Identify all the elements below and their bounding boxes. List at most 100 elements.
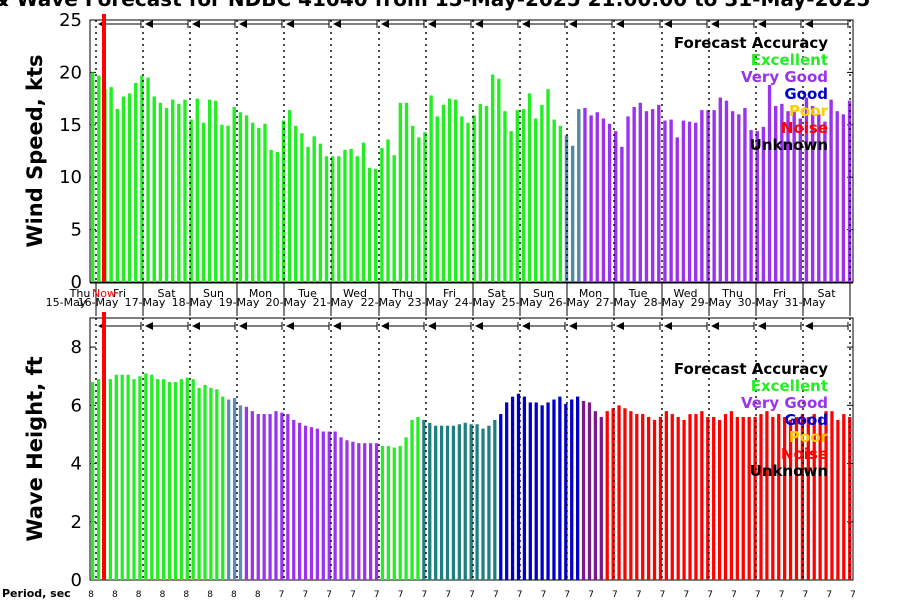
bar <box>422 419 426 580</box>
bar <box>363 443 367 580</box>
bar <box>632 106 636 282</box>
bar <box>262 414 266 580</box>
bar <box>583 108 587 282</box>
bar <box>345 440 349 580</box>
bar <box>503 111 507 283</box>
bar <box>173 382 178 580</box>
period-value: 7 <box>803 590 809 600</box>
date-label: 22-May <box>361 296 402 309</box>
bar <box>410 125 415 283</box>
bar <box>528 402 532 580</box>
bar <box>287 110 292 283</box>
legend-item-excellent: Excellent <box>751 377 828 395</box>
bar <box>830 411 834 580</box>
bar <box>510 396 515 580</box>
bar <box>404 102 409 283</box>
bar <box>469 424 473 580</box>
bar <box>499 414 503 580</box>
forecast-arrowhead <box>569 322 577 330</box>
bar <box>607 123 612 282</box>
period-value: 7 <box>302 590 308 600</box>
bar <box>161 379 166 580</box>
bar <box>687 121 692 282</box>
forecast-arrowhead <box>758 20 766 28</box>
bar <box>577 109 581 282</box>
bar <box>497 78 501 282</box>
date-label: 27-May <box>596 296 637 309</box>
bar <box>570 399 574 580</box>
bar <box>333 431 337 580</box>
forecast-arrowhead <box>664 322 672 330</box>
bar <box>749 130 753 282</box>
bar <box>439 425 444 580</box>
bar <box>657 104 661 282</box>
date-label: 23-May <box>408 296 449 309</box>
bar <box>232 106 236 282</box>
day-of-week-label: Wed <box>343 287 367 300</box>
day-axis: Thu15-MayFri16-MaySat17-MaySun18-MayMon1… <box>46 282 853 316</box>
bar <box>189 119 193 282</box>
bar <box>367 167 372 282</box>
bar <box>417 137 421 282</box>
bar <box>595 112 599 282</box>
bar <box>132 379 136 580</box>
date-label: 21-May <box>313 296 354 309</box>
bar <box>823 121 827 282</box>
y-tick-label: 15 <box>59 115 82 136</box>
bar <box>221 396 225 580</box>
bar <box>275 152 279 282</box>
bar <box>509 131 513 282</box>
bar <box>694 414 698 580</box>
bar <box>214 100 218 282</box>
bar <box>824 411 828 580</box>
bar <box>209 387 213 580</box>
bar <box>540 104 544 282</box>
bar <box>167 382 172 580</box>
y-tick-label: 8 <box>71 337 82 358</box>
bar <box>735 416 739 580</box>
forecast-arrowhead <box>711 20 719 28</box>
bar <box>337 156 341 282</box>
bar <box>521 109 526 282</box>
period-value: 8 <box>207 590 213 600</box>
day-of-week-label: Sat <box>817 287 836 300</box>
period-label: Period, sec <box>2 587 71 600</box>
bar <box>343 149 347 282</box>
bar <box>767 84 772 282</box>
bar <box>152 96 156 282</box>
bar <box>774 105 778 282</box>
bar <box>481 428 485 580</box>
bar <box>207 99 212 282</box>
day-of-week-label: Fri <box>113 287 126 300</box>
date-label: 19-May <box>219 296 260 309</box>
bar <box>641 414 645 580</box>
bar <box>250 122 255 282</box>
bar <box>663 120 667 282</box>
date-label: 18-May <box>172 296 213 309</box>
period-value: 7 <box>541 590 547 600</box>
date-label: 16-May <box>78 296 119 309</box>
bar <box>380 147 384 282</box>
bar <box>829 99 833 282</box>
bar <box>847 100 852 282</box>
y-tick-label: 4 <box>71 454 82 475</box>
bar <box>294 125 298 283</box>
bar <box>587 402 592 580</box>
forecast-arrowhead <box>428 322 436 330</box>
bar <box>792 111 796 283</box>
period-row: Period, sec 8 8 8 8 8 8 8 8 7 7 7 7 7 7 7 7 7 7 7 7 7 7 7 7 7 7 7 7… <box>2 587 856 600</box>
bar <box>146 77 150 282</box>
bar <box>516 393 521 580</box>
bar <box>718 97 723 282</box>
bar <box>138 376 142 580</box>
bar <box>386 139 390 282</box>
period-value: 7 <box>612 590 618 600</box>
bar <box>771 416 775 580</box>
period-value: 7 <box>731 590 737 600</box>
period-value: 7 <box>588 590 594 600</box>
y-tick-label: 2 <box>71 512 82 533</box>
date-label: 26-May <box>549 296 590 309</box>
bar <box>134 82 138 282</box>
period-value: 8 <box>183 590 189 600</box>
period-value: 8 <box>112 590 118 600</box>
